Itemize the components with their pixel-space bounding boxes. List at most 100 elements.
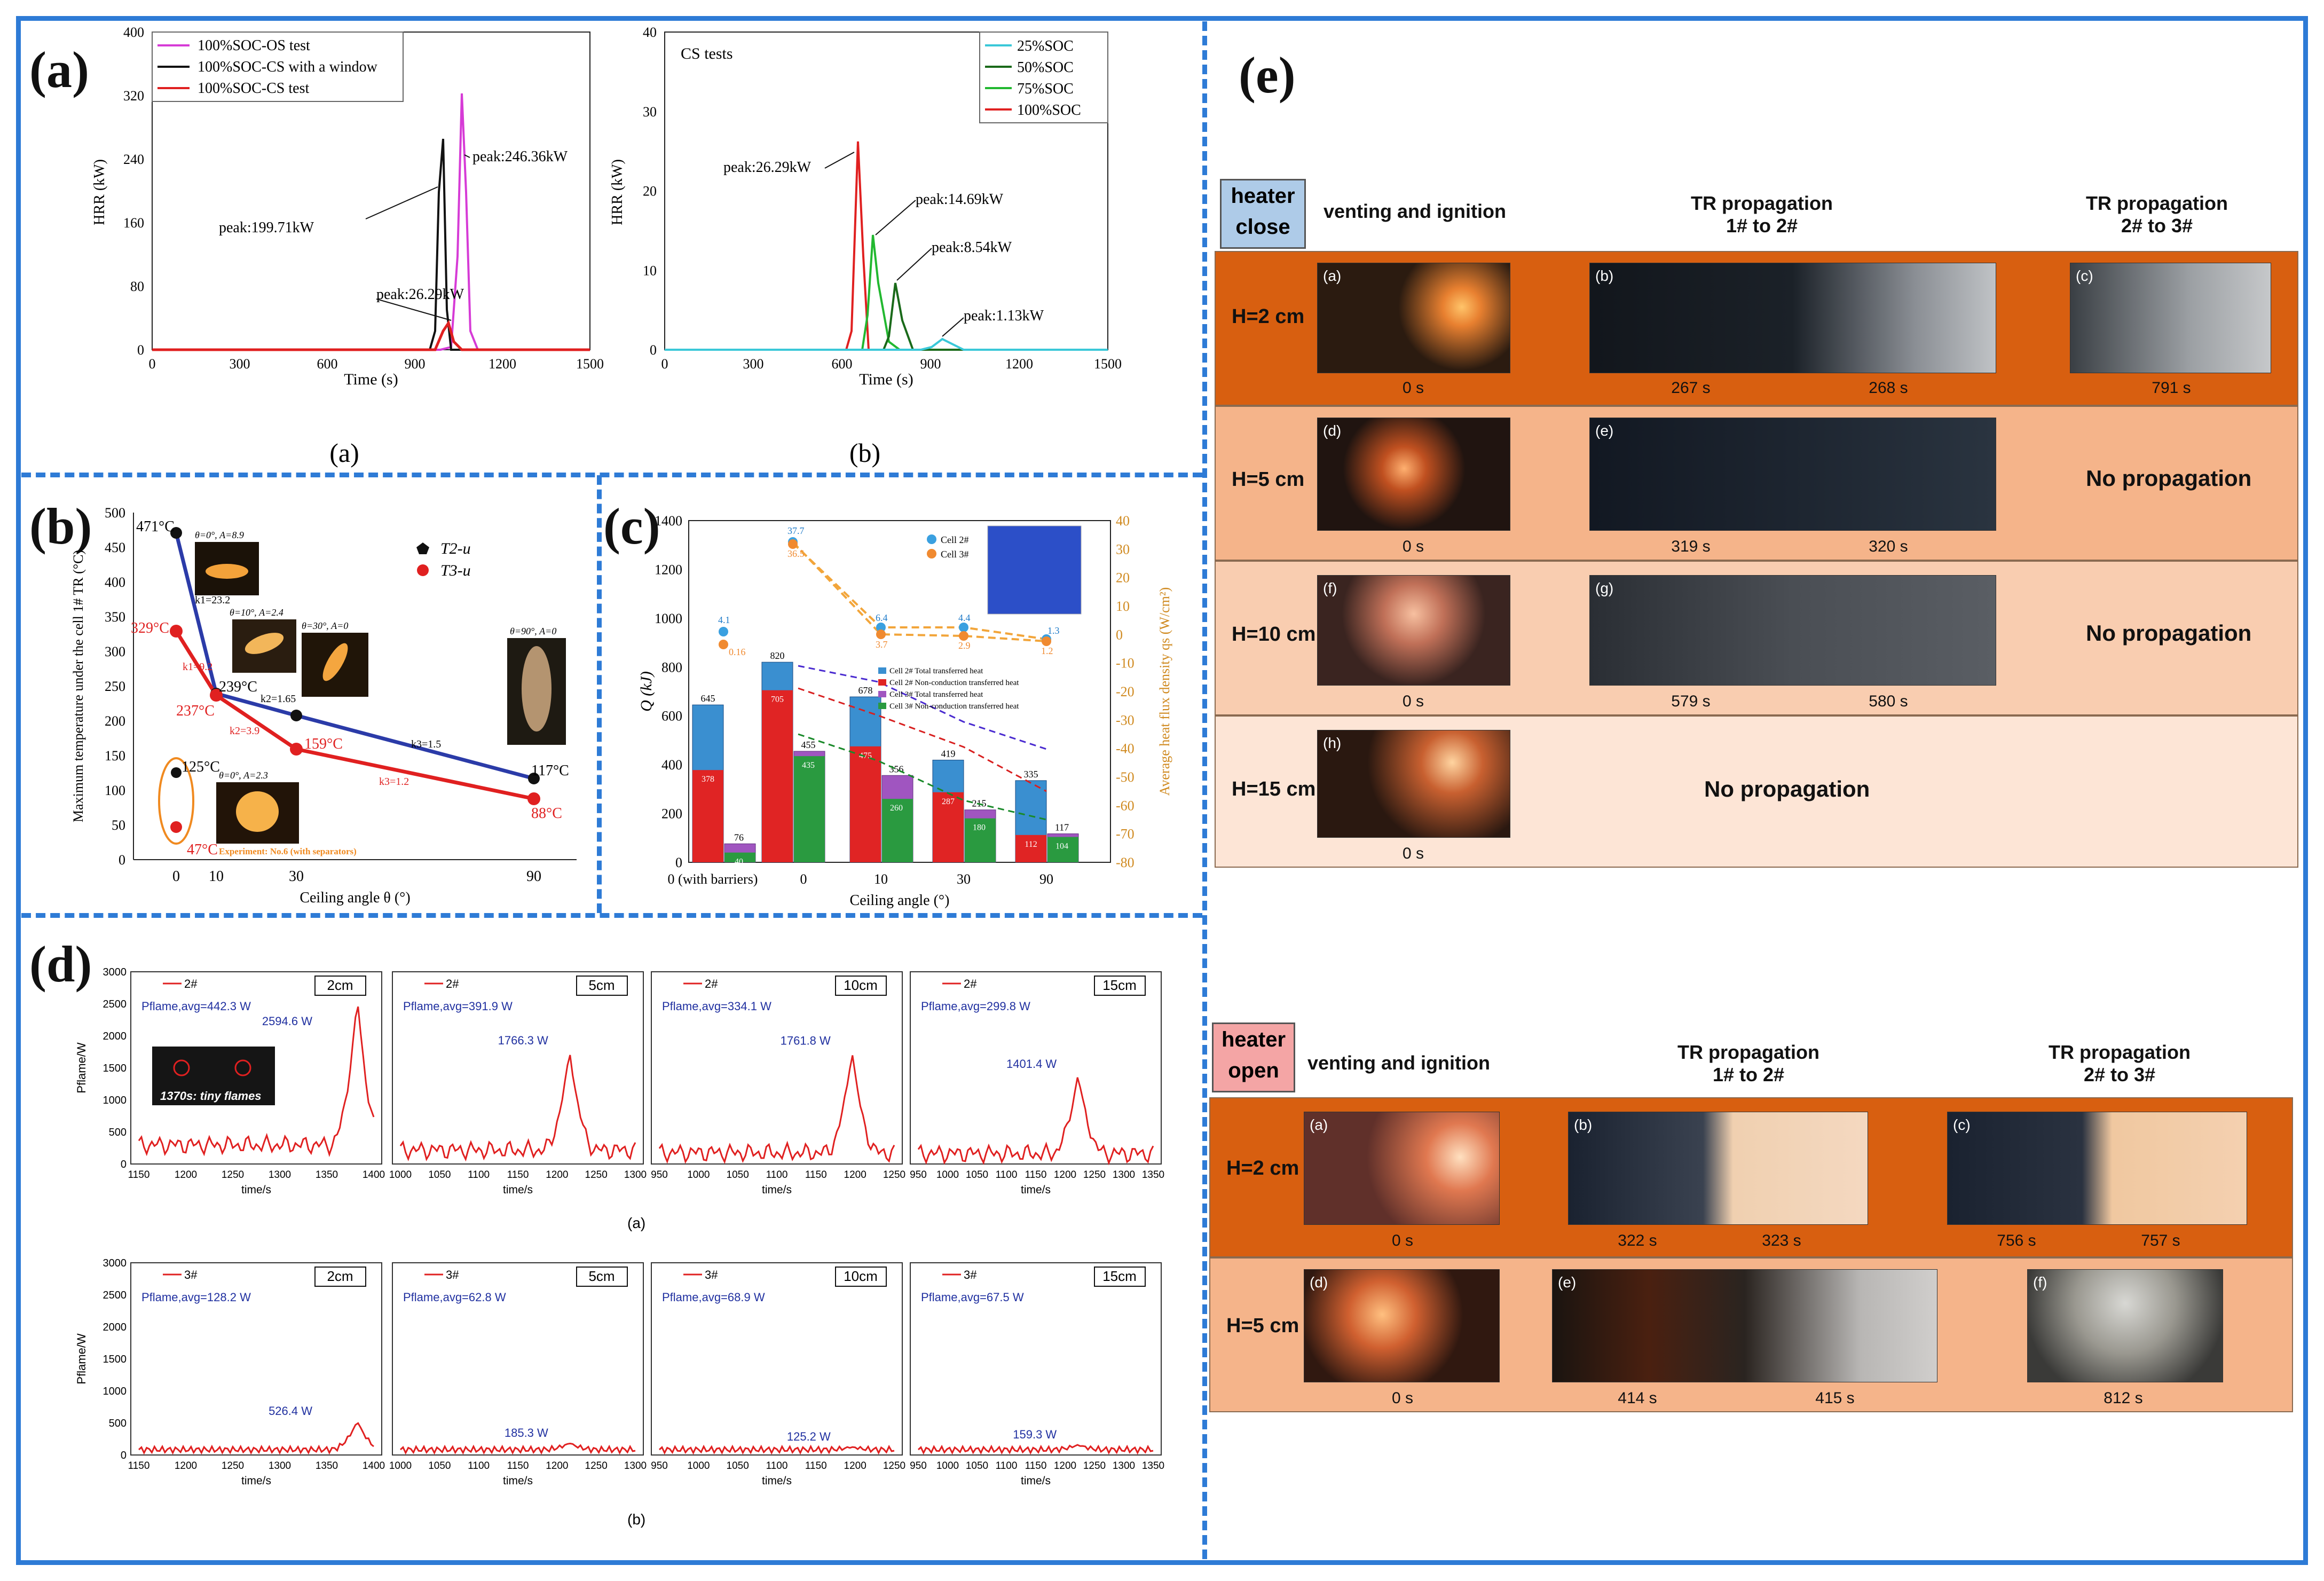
chart-a-left: 0 80 160 240 320 400 0 300 600 900 1200 1500 100%SO… [91, 25, 604, 468]
bar-value-label: 335 [1024, 769, 1038, 780]
flux-line-cell2 [792, 542, 1047, 640]
no-propagation-text: No propagation [1704, 776, 1870, 801]
time-caption: 0 s [1391, 1232, 1414, 1249]
plot-frame [392, 1262, 644, 1456]
bar-value-label: 180 [973, 823, 986, 832]
header-venting: venting and ignition [1307, 1052, 1490, 1074]
arrow-peak-25 [942, 317, 964, 337]
point-t2u-30 [290, 710, 302, 721]
x-tick: 1000 [687, 1169, 710, 1181]
x-tick: 0 [661, 356, 668, 372]
legend-marker-t3u [417, 564, 429, 576]
slope-label: k1=23.2 [195, 594, 230, 606]
flux-label: 4.1 [718, 615, 730, 625]
y-tick: -20 [1116, 684, 1135, 699]
x-tick: 1250 [585, 1169, 608, 1181]
x-tick: 1400 [363, 1169, 385, 1181]
row-label: H=5 cm [1226, 1315, 1299, 1337]
point-t2u-90 [528, 773, 540, 784]
arrow-peak-50 [896, 248, 932, 281]
bar-value-label: 455 [801, 740, 816, 750]
time-caption: 414 s [1618, 1389, 1657, 1407]
y-tick: 350 [105, 609, 125, 625]
x-tick: 0 (with barriers) [668, 871, 758, 887]
time-caption: 415 s [1815, 1389, 1855, 1407]
flux-label: 6.4 [876, 612, 888, 623]
y-tick: 300 [105, 644, 125, 659]
peak-label: 1401.4 W [1006, 1057, 1057, 1071]
flux-point-cell3 [1042, 636, 1051, 646]
height-box [835, 976, 887, 996]
y-tick: 50 [112, 817, 125, 833]
slope-label: k2=3.9 [230, 725, 259, 737]
inset-caption: 1370s: tiny flames [160, 1089, 262, 1103]
x-tick: 1200 [489, 356, 516, 372]
annotation-peak-50: peak:8.54kW [932, 239, 1012, 256]
x-tick: 0 [149, 356, 156, 372]
flux-point-cell2 [719, 627, 728, 636]
x-tick: 1300 [269, 1169, 291, 1181]
legend-marker-cell2 [927, 534, 936, 544]
legend-25: 25%SOC [1017, 38, 1074, 54]
legend-cell: 3# [446, 1268, 459, 1281]
x-tick: 30 [289, 868, 304, 885]
x-tick: 1100 [996, 1460, 1018, 1472]
legend-bar: Cell 2# Non-conduction transferred heat [889, 679, 1019, 687]
x-tick: 1200 [546, 1460, 568, 1472]
avg-power-label: Pflame,avg=391.9 W [403, 1000, 513, 1013]
y-tick: 1400 [655, 513, 682, 529]
flame-power-plot: 950 1000 1050 1100 1150 1200 1250 1300 1350 time/… [910, 1262, 1164, 1487]
y-tick: 500 [109, 1418, 127, 1429]
badge-heater-open: heater open [1212, 1022, 1295, 1092]
slope-label: k2=1.65 [261, 693, 296, 705]
flame-power-plot: 0 500 1000 1500 2000 2500 3000 Pflame/W 1150 1200… [75, 966, 385, 1196]
flux-point-cell3 [719, 640, 728, 649]
y-tick: 10 [1116, 599, 1130, 614]
x-tick: 1150 [805, 1169, 827, 1181]
photo-label: θ=0°, A=2.3 [219, 770, 268, 781]
legend-swatch-bar [878, 667, 886, 674]
chart-title: CS tests [681, 45, 733, 62]
photo-tag: (c) [1953, 1116, 1971, 1133]
series-75soc-line [665, 234, 1108, 351]
y-axis-label: HRR (kW) [91, 159, 108, 225]
height-label: 10cm [844, 1268, 878, 1284]
bar-cell2-nonconduction [692, 770, 723, 862]
value-label: 88°C [531, 805, 562, 822]
annotation-peak-25: peak:1.13kW [964, 308, 1044, 324]
flame-shape [245, 633, 284, 654]
bar-value-label: 356 [889, 764, 904, 774]
y-tick: 450 [105, 540, 125, 555]
y-tick: 2000 [103, 1322, 127, 1333]
y-tick: 100 [105, 783, 125, 798]
x-tick: 1100 [766, 1460, 788, 1472]
y-tick: 10 [643, 263, 657, 278]
row-label: H=10 cm [1232, 623, 1316, 646]
point-t3u-0 [170, 625, 183, 638]
height-label: 5cm [588, 977, 615, 993]
arrow-peak-cs [376, 298, 452, 321]
x-tick: 1200 [175, 1460, 197, 1472]
arrow-peak-window [365, 186, 438, 219]
photo-b: (b) [1589, 263, 1996, 373]
trend-line-cell2-total [798, 665, 1047, 750]
height-label: 10cm [844, 977, 878, 993]
bar-value-label: 475 [859, 751, 872, 760]
height-box [1094, 1267, 1146, 1287]
plot-frame [392, 971, 644, 1165]
time-caption: 0 s [1402, 845, 1424, 862]
time-caption: 320 s [1869, 538, 1908, 555]
point-t2u-experiment [171, 767, 182, 778]
flux-point-cell3 [959, 631, 968, 641]
legend-cell2: Cell 2# [941, 534, 969, 545]
legend-t2u: T2-u [440, 540, 471, 557]
photo-tag: (f) [2033, 1274, 2047, 1291]
arrow-peak-75 [875, 200, 916, 235]
photo-tag: (c) [2076, 268, 2093, 284]
bar-cell3-nonconduction [882, 799, 913, 862]
plot-frame [130, 1262, 382, 1456]
bar-value-label: 645 [701, 693, 715, 704]
photo-d: (d) [1317, 418, 1510, 531]
bar-cell2-nonconduction [1015, 835, 1046, 862]
